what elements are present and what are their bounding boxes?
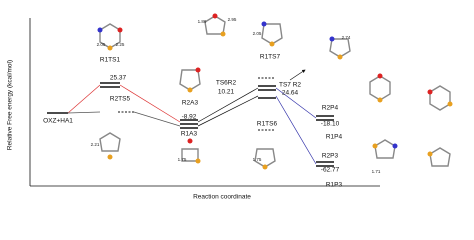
level-label: R1TS7 <box>260 54 281 61</box>
bond-distance: 2.25 <box>116 42 125 47</box>
energy-levels <box>47 77 334 167</box>
level-label: R1P3 <box>326 182 343 189</box>
bond-distance: 1.75 <box>178 157 187 162</box>
level-label: -8.92 <box>182 114 197 121</box>
bond-distance: 1.75 <box>253 157 262 162</box>
level-label: 25.37 <box>110 75 127 82</box>
level-label: R1P4 <box>326 134 343 141</box>
bond-distance: 2.74 <box>342 35 351 40</box>
level-label: TS6R2 <box>216 80 237 87</box>
distances: 2.05 2.25 1.86 2.95 2.05 2.74 2.21 1.75 1.75 1.71 <box>91 17 381 174</box>
connectors <box>67 69 317 165</box>
bond-distance: 2.05 <box>253 31 262 36</box>
level-label: R1TS6 <box>257 121 278 128</box>
bond-distance: 2.05 <box>97 42 106 47</box>
bond-distance: 2.95 <box>228 17 237 22</box>
level-label: R2TS5 <box>110 96 131 103</box>
level-label: R2A3 <box>182 100 199 107</box>
level-label: R1A3 <box>181 131 198 138</box>
level-label: 24.64 <box>282 90 299 97</box>
axes <box>29 18 380 187</box>
x-axis-label: Reaction coordinate <box>193 194 251 201</box>
molecules <box>97 13 453 170</box>
level-label: R1TS1 <box>100 57 121 64</box>
bond-distance: 1.86 <box>198 19 207 24</box>
level-label: -18.10 <box>321 121 340 128</box>
bond-distance: 2.21 <box>91 142 100 147</box>
level-label: R2P4 <box>322 105 339 112</box>
y-axis-label: Relative Free energy (kcal/mol) <box>7 60 14 150</box>
level-label: 10.21 <box>218 89 235 96</box>
labels: OXZ+HA1 R1TS1 25.37 R2TS5 R2A3 -8.92 R1A3 R1TS7… <box>43 54 342 189</box>
bond-distance: 1.71 <box>372 169 381 174</box>
level-label: TS7 R2 <box>279 82 301 89</box>
energy-diagram: Relative Free energy (kcal/mol) Reaction… <box>7 13 453 201</box>
level-label: R2P3 <box>322 153 339 160</box>
level-label: -62.77 <box>321 167 340 174</box>
level-label: OXZ+HA1 <box>43 118 73 125</box>
